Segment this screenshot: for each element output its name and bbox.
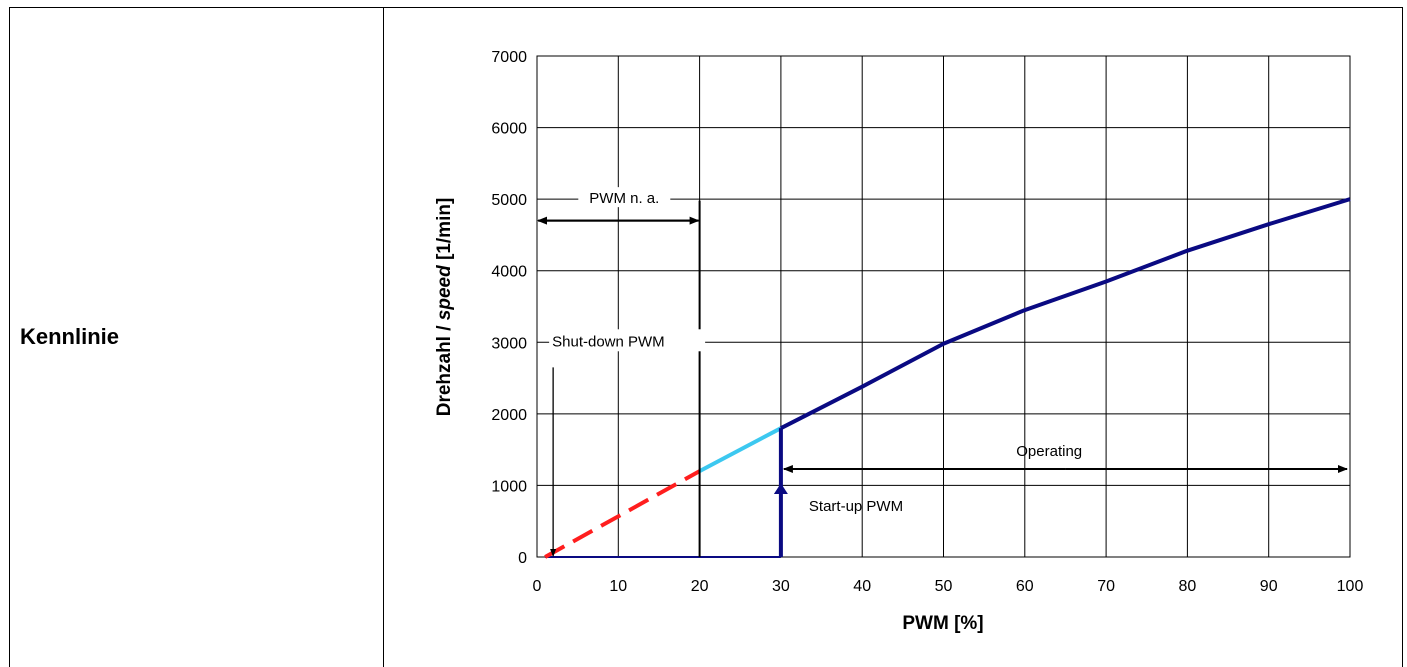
x-tick-label: 20 <box>691 578 709 595</box>
x-tick-label: 100 <box>1337 578 1364 595</box>
series-line-2 <box>698 426 782 473</box>
y-tick-label: 2000 <box>491 407 527 424</box>
x-tick-label: 70 <box>1097 578 1115 595</box>
shut-down-label: Shut-down PWM <box>552 333 665 350</box>
x-tick-label: 90 <box>1260 578 1278 595</box>
y-tick-label: 3000 <box>491 335 527 352</box>
series-line-3 <box>779 197 1351 430</box>
shut-down-label-bg <box>549 329 706 352</box>
start-up-arrowhead <box>773 483 788 495</box>
y-tick-label: 1000 <box>491 478 527 495</box>
y-axis-label: Drehzahl / speed [1/min] <box>434 198 455 417</box>
y-tick-label: 0 <box>518 550 527 567</box>
y-tick-label: 7000 <box>491 49 527 66</box>
y-tick-label: 4000 <box>491 264 527 281</box>
x-tick-label: 60 <box>1016 578 1034 595</box>
y-tick-label: 5000 <box>491 192 527 209</box>
operating-label: Operating <box>1016 443 1082 460</box>
row-label: Kennlinie <box>20 324 120 349</box>
series-line-1 <box>544 469 701 559</box>
x-tick-label: 80 <box>1179 578 1197 595</box>
x-axis-label: PWM [%] <box>902 613 983 634</box>
y-tick-label: 6000 <box>491 121 527 138</box>
pwm-na-label: PWM n. a. <box>589 190 659 207</box>
x-tick-label: 0 <box>533 578 542 595</box>
x-tick-label: 10 <box>609 578 627 595</box>
table-column-divider <box>383 7 384 667</box>
x-tick-label: 40 <box>853 578 871 595</box>
table-frame <box>9 7 1403 667</box>
x-tick-label: 30 <box>772 578 790 595</box>
x-tick-label: 50 <box>935 578 953 595</box>
start-up-label: Start-up PWM <box>809 498 903 515</box>
pwm-na-label-bg <box>578 187 671 208</box>
